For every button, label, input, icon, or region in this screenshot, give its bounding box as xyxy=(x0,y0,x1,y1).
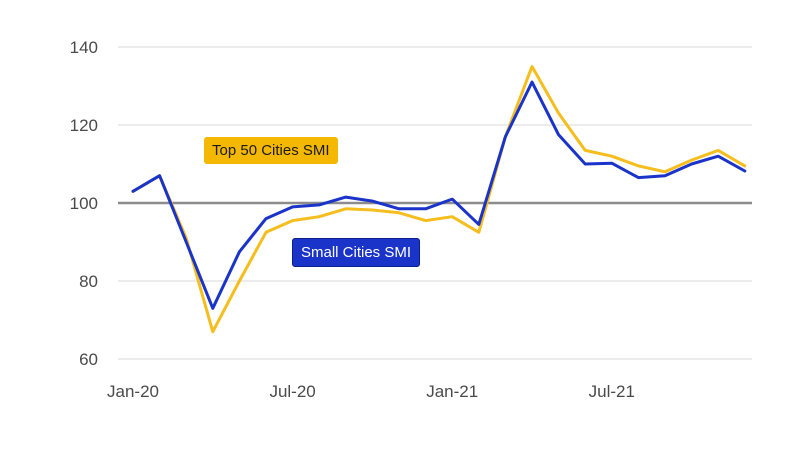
y-axis-ticks: 60 80 100 120 140 xyxy=(70,38,98,369)
legend-small-cities: Small Cities SMI xyxy=(292,238,421,267)
y-tick-label-80: 80 xyxy=(79,272,98,291)
y-tick-label-120: 120 xyxy=(70,116,98,135)
y-tick-label-100: 100 xyxy=(70,194,98,213)
series-lines xyxy=(131,65,747,334)
series-line-top50-cities xyxy=(131,65,747,334)
series-line-small-cities xyxy=(131,80,747,310)
legend-top50-cities: Top 50 Cities SMI xyxy=(204,137,338,164)
x-tick-label-jan-21: Jan-21 xyxy=(426,382,478,401)
x-tick-label-jul-20: Jul-20 xyxy=(269,382,315,401)
y-tick-label-140: 140 xyxy=(70,38,98,57)
y-tick-label-60: 60 xyxy=(79,350,98,369)
x-tick-label-jul-21: Jul-21 xyxy=(589,382,635,401)
x-axis-ticks: Jan-20 Jul-20 Jan-21 Jul-21 xyxy=(107,382,635,401)
x-tick-label-jan-20: Jan-20 xyxy=(107,382,159,401)
